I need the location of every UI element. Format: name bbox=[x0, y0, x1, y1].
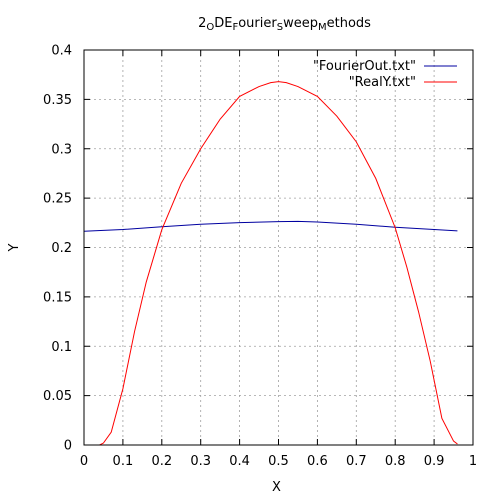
x-tick-label: 0.6 bbox=[307, 454, 328, 469]
y-tick-label: 0.25 bbox=[43, 192, 72, 207]
x-tick-label: 0.4 bbox=[229, 454, 250, 469]
x-tick-label: 0 bbox=[80, 454, 88, 469]
legend-label: "RealY.txt" bbox=[349, 75, 416, 90]
legend: "FourierOut.txt""RealY.txt" bbox=[313, 59, 457, 90]
x-tick-label: 0.1 bbox=[113, 454, 134, 469]
series-line-0 bbox=[83, 220, 458, 232]
y-tick-label: 0.4 bbox=[51, 44, 72, 59]
x-tick-label: 0.5 bbox=[268, 454, 289, 469]
title-part: M bbox=[318, 22, 327, 33]
x-tick-label: 1 bbox=[469, 454, 477, 469]
title-part: S bbox=[277, 22, 283, 33]
x-axis-label: X bbox=[272, 480, 281, 495]
x-tick-label: 0.2 bbox=[151, 454, 172, 469]
series-line-1 bbox=[95, 81, 458, 446]
grid bbox=[84, 50, 473, 445]
chart-title: 2ODEFourierSweepMethods bbox=[198, 16, 371, 33]
y-tick-label: 0 bbox=[64, 439, 72, 454]
legend-label: "FourierOut.txt" bbox=[313, 59, 416, 74]
title-part: O bbox=[206, 22, 214, 33]
y-tick-label: 0.2 bbox=[51, 241, 72, 256]
y-tick-label: 0.3 bbox=[51, 142, 72, 157]
y-axis-label: Y bbox=[7, 243, 22, 252]
x-tick-label: 0.3 bbox=[190, 454, 211, 469]
y-tick-label: 0.35 bbox=[43, 93, 72, 108]
title-part: DE bbox=[214, 16, 232, 31]
title-part: 2 bbox=[198, 16, 206, 31]
ticks: 0 0.1 0.2 0.3 0.4 0.5 0.6 0.7 0.8 0.9 1 0 0.05 0.1 0.1… bbox=[43, 44, 477, 470]
x-tick-label: 0.8 bbox=[385, 454, 406, 469]
y-tick-label: 0.1 bbox=[51, 340, 72, 355]
x-tick-label: 0.9 bbox=[424, 454, 445, 469]
y-tick-label: 0.15 bbox=[43, 290, 72, 305]
title-part: ethods bbox=[327, 16, 372, 31]
title-part: weep bbox=[283, 16, 318, 31]
y-tick-label: 0.05 bbox=[43, 389, 72, 404]
title-part: ourier bbox=[238, 16, 277, 31]
series-layer bbox=[83, 81, 458, 446]
title-part: F bbox=[232, 22, 238, 33]
x-tick-label: 0.7 bbox=[346, 454, 367, 469]
